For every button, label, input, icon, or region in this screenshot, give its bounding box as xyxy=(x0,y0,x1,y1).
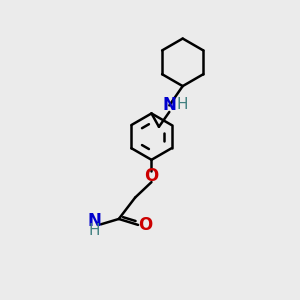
Text: O: O xyxy=(144,167,159,185)
Text: H: H xyxy=(176,97,188,112)
Text: O: O xyxy=(138,216,153,234)
Text: N: N xyxy=(88,212,101,230)
Text: N: N xyxy=(162,96,176,114)
Text: H: H xyxy=(89,223,100,238)
